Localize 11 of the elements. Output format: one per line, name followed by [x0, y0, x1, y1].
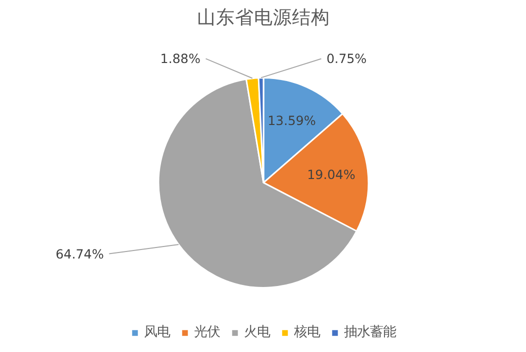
- legend-label: 抽水蓄能: [344, 324, 396, 341]
- legend-label: 核电: [294, 324, 320, 341]
- legend-label: 风电: [144, 324, 170, 341]
- data-label: 0.75%: [326, 51, 367, 66]
- data-label: 13.59%: [268, 113, 316, 128]
- legend-label: 火电: [244, 324, 270, 341]
- data-label: 19.04%: [307, 167, 356, 182]
- data-label: 1.88%: [160, 51, 201, 66]
- chart-title: 山东省电源结构: [197, 8, 330, 28]
- data-label: 64.74%: [56, 246, 104, 262]
- legend-label: 光伏: [194, 324, 220, 341]
